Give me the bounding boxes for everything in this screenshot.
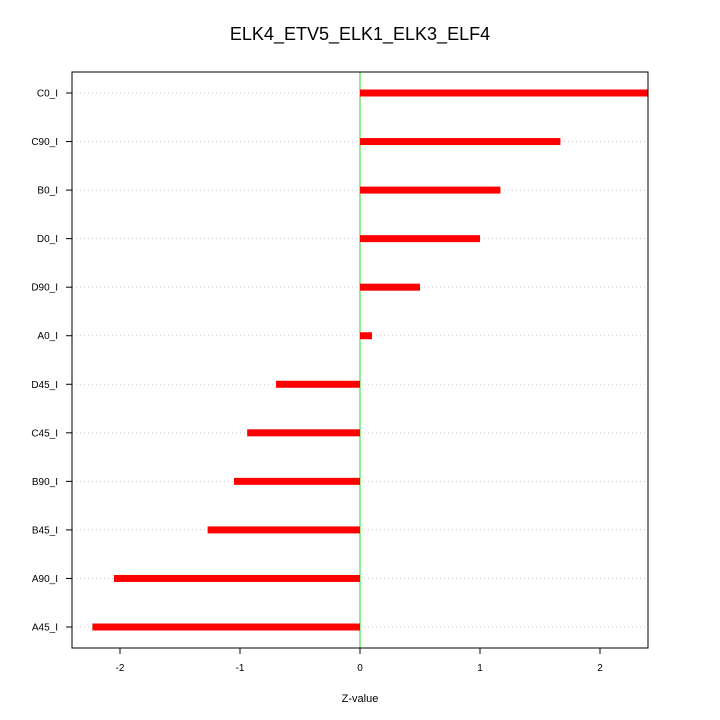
x-axis-label: Z-value xyxy=(342,693,379,705)
bar xyxy=(247,429,360,437)
bar xyxy=(360,89,648,97)
y-tick-label: A90_I xyxy=(32,574,58,585)
y-tick-label: C90_I xyxy=(31,137,58,148)
x-tick-label: 0 xyxy=(357,663,363,674)
bar xyxy=(234,477,360,485)
y-tick-label: B90_I xyxy=(32,477,58,488)
x-tick-label: -2 xyxy=(116,663,125,674)
chart-title: ELK4_ETV5_ELK1_ELK3_ELF4 xyxy=(230,24,490,45)
bar xyxy=(276,380,360,388)
y-axis: C0_I C90_I B0_I D0_I D90_I A0_I D45_I C45_I B90_… xyxy=(31,89,72,634)
y-tick-label: D90_I xyxy=(31,283,58,294)
y-tick-label: C45_I xyxy=(31,428,58,439)
y-tick-label: A0_I xyxy=(37,331,58,342)
y-tick-label: D45_I xyxy=(31,380,58,391)
bar xyxy=(360,235,480,243)
y-tick-label: B0_I xyxy=(37,186,58,197)
x-axis: -2 -1 0 1 2 xyxy=(116,648,603,674)
x-tick-label: -1 xyxy=(236,663,245,674)
y-tick-label: C0_I xyxy=(37,89,58,100)
bar xyxy=(360,138,561,146)
x-tick-label: 2 xyxy=(597,663,603,674)
bar xyxy=(207,526,360,534)
bars xyxy=(92,89,648,631)
x-tick-label: 1 xyxy=(477,663,483,674)
bar xyxy=(92,623,361,631)
bar xyxy=(360,332,372,340)
y-tick-label: A45_I xyxy=(32,623,58,634)
y-tick-label: B45_I xyxy=(32,525,58,536)
bar xyxy=(360,283,420,291)
bar xyxy=(360,186,501,194)
y-tick-label: D0_I xyxy=(37,234,58,245)
bar xyxy=(114,574,360,582)
